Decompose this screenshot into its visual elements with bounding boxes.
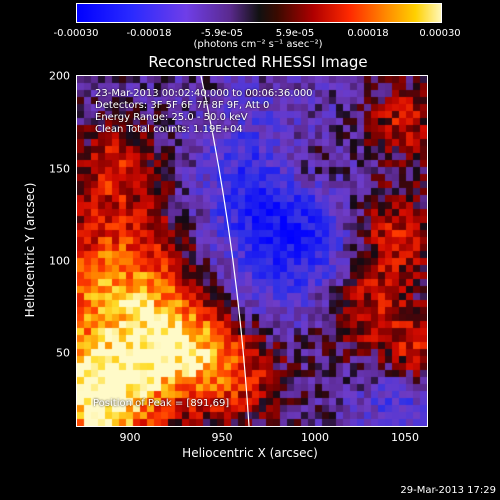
x-tick-label: 900 xyxy=(119,431,141,444)
colorbar-tick: 5.9e-05 xyxy=(275,28,315,39)
y-axis-label: Heliocentric Y (arcsec) xyxy=(23,182,37,318)
colorbar-tick: 0.00018 xyxy=(347,28,389,39)
plot-area: 23-Mar-2013 00:02:40.000 to 00:06:36.000… xyxy=(76,75,428,427)
colorbar-units: (photons cm⁻² s⁻¹ asec⁻²) xyxy=(193,39,323,50)
x-tick-label: 1050 xyxy=(391,431,419,444)
x-tick-label: 1000 xyxy=(301,431,329,444)
limb-line xyxy=(200,76,250,426)
info-counts: Clean Total counts: 1.19E+04 xyxy=(95,124,243,135)
info-peak-position: Position of Peak = [891,69] xyxy=(93,398,230,409)
chart-title: Reconstructed RHESSI Image xyxy=(148,53,368,71)
colorbar xyxy=(76,3,442,23)
y-tick-label: 100 xyxy=(49,254,70,268)
colorbar-tick: -0.00018 xyxy=(126,28,172,39)
colorbar-tick: 0.00030 xyxy=(419,28,461,39)
y-tick-label: 150 xyxy=(49,162,70,176)
y-axis: 200 150 100 50 xyxy=(0,0,70,500)
info-energy-range: Energy Range: 25.0 - 50.0 keV xyxy=(95,112,248,123)
x-axis-label: Heliocentric X (arcsec) xyxy=(182,446,318,460)
x-tick-label: 950 xyxy=(211,431,233,444)
info-detectors: Detectors: 3F 5F 6F 7F 8F 9F, Att 0 xyxy=(95,100,270,111)
info-time-range: 23-Mar-2013 00:02:40.000 to 00:06:36.000 xyxy=(95,88,313,99)
plot-timestamp: 29-Mar-2013 17:29 xyxy=(400,485,496,496)
colorbar-tick: -0.00030 xyxy=(53,28,99,39)
heatmap-image xyxy=(77,76,427,426)
y-tick-label: 50 xyxy=(56,346,70,360)
colorbar-tick: -5.9e-05 xyxy=(201,28,243,39)
y-tick-label: 200 xyxy=(49,69,70,83)
